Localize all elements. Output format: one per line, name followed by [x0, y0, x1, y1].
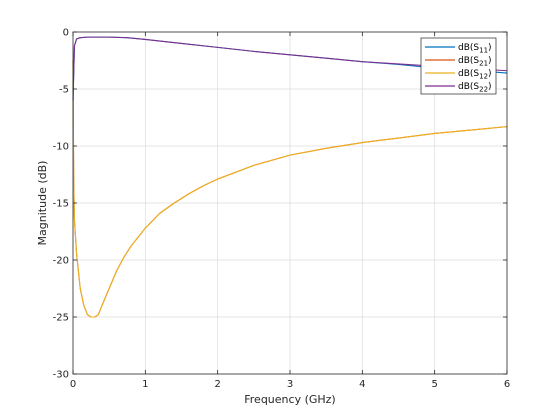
x-tick-label: 4 — [359, 379, 365, 390]
y-tick-label: -5 — [59, 85, 69, 96]
x-tick-label: 3 — [287, 379, 293, 390]
x-tick-label: 2 — [214, 379, 220, 390]
y-tick-label: -30 — [53, 370, 69, 381]
y-axis-title: Magnitude (dB) — [36, 161, 49, 246]
legend-entry: dB(S12) — [458, 69, 492, 81]
y-tick-label: 0 — [63, 28, 69, 39]
x-tick-label: 0 — [70, 379, 76, 390]
x-tick-label: 1 — [142, 379, 148, 390]
tick-labels: 0 1 2 3 4 5 6 -30 -25 -20 -15 -10 -5 0 — [53, 28, 511, 391]
y-tick-label: -20 — [53, 256, 69, 267]
ticks — [72, 31, 508, 375]
series-layer — [72, 36, 508, 318]
legend-entry: dB(S11) — [458, 43, 492, 55]
y-tick-label: -10 — [53, 142, 69, 153]
legend-entry: dB(S21) — [458, 56, 492, 68]
legend-entry: dB(S22) — [458, 82, 492, 94]
legend: dB(S11)dB(S21)dB(S12)dB(S22) — [420, 37, 497, 95]
x-tick-label: 5 — [431, 379, 437, 390]
y-tick-label: -25 — [53, 313, 69, 324]
x-axis-title: Frequency (GHz) — [244, 393, 335, 406]
y-tick-label: -15 — [53, 199, 69, 210]
series-line-db-s12- — [72, 60, 508, 318]
x-tick-label: 6 — [504, 379, 510, 390]
series-line-db-s22- — [72, 36, 508, 101]
